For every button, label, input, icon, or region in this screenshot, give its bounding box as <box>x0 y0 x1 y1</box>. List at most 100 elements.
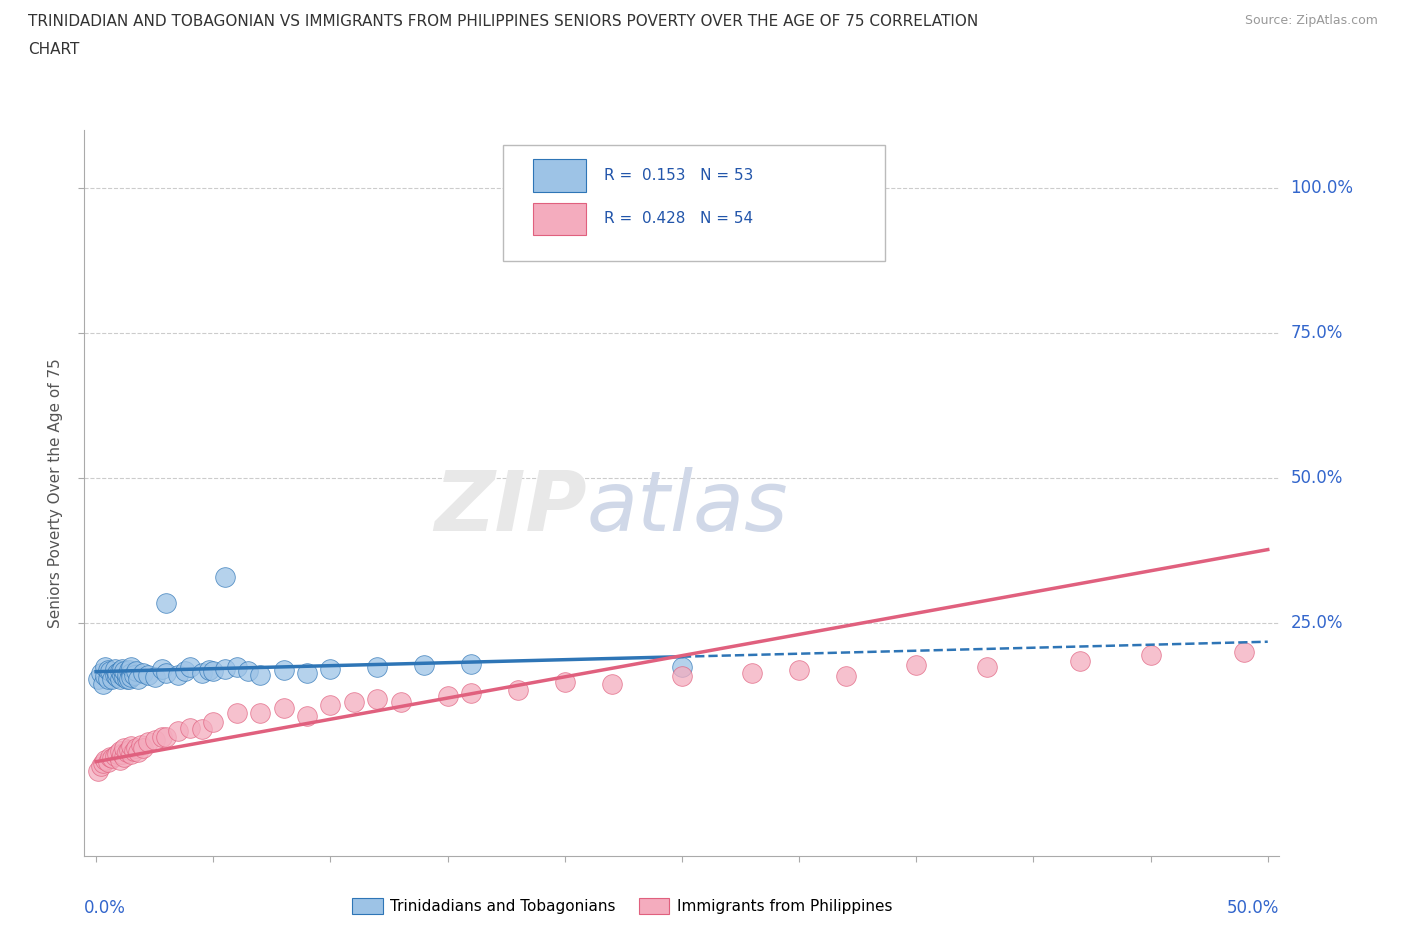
Point <box>273 662 295 677</box>
Point <box>129 737 152 752</box>
Text: R =  0.153   N = 53: R = 0.153 N = 53 <box>605 167 754 182</box>
Point <box>120 665 142 680</box>
Point <box>136 667 159 682</box>
Point <box>143 732 166 747</box>
Point <box>389 695 412 710</box>
Point <box>127 671 149 686</box>
Text: 100.0%: 100.0% <box>1291 179 1354 197</box>
Point <box>108 664 131 679</box>
Point <box>460 657 482 671</box>
Text: 50.0%: 50.0% <box>1227 899 1279 917</box>
Point <box>155 665 177 680</box>
FancyBboxPatch shape <box>533 203 586 235</box>
Point <box>214 661 236 676</box>
Point <box>143 670 166 684</box>
Point <box>118 662 141 677</box>
Point <box>94 669 117 684</box>
Point <box>91 677 114 692</box>
Point <box>97 662 120 677</box>
Point <box>111 661 134 676</box>
Point <box>238 664 260 679</box>
Point <box>671 669 693 684</box>
Text: TRINIDADIAN AND TOBAGONIAN VS IMMIGRANTS FROM PHILIPPINES SENIORS POVERTY OVER T: TRINIDADIAN AND TOBAGONIAN VS IMMIGRANTS… <box>28 14 979 29</box>
Point <box>554 674 576 689</box>
Point <box>108 752 131 767</box>
Point <box>105 747 128 762</box>
Legend: Trinidadians and Tobagonians, Immigrants from Philippines: Trinidadians and Tobagonians, Immigrants… <box>346 892 898 921</box>
Point <box>112 664 135 679</box>
Point <box>295 709 318 724</box>
Point <box>167 667 190 682</box>
Point <box>197 662 219 677</box>
Point <box>366 659 388 674</box>
Point <box>319 661 342 676</box>
Point <box>125 741 148 756</box>
Point <box>115 671 138 686</box>
Point <box>976 659 998 674</box>
Point <box>249 667 271 682</box>
Point <box>132 741 155 756</box>
Text: Source: ZipAtlas.com: Source: ZipAtlas.com <box>1244 14 1378 27</box>
Point <box>202 714 225 729</box>
Y-axis label: Seniors Poverty Over the Age of 75: Seniors Poverty Over the Age of 75 <box>48 358 63 628</box>
Point <box>104 749 127 764</box>
Point <box>94 659 117 674</box>
Point <box>118 742 141 757</box>
Point <box>105 665 128 680</box>
Text: 25.0%: 25.0% <box>1291 615 1343 632</box>
Point <box>108 671 131 686</box>
Point <box>97 671 120 686</box>
Text: CHART: CHART <box>28 42 80 57</box>
Point <box>111 667 134 682</box>
Point <box>460 685 482 700</box>
Point <box>112 750 135 764</box>
Point <box>94 752 117 767</box>
Text: 50.0%: 50.0% <box>1291 470 1343 487</box>
Point <box>214 569 236 584</box>
Point <box>87 764 110 779</box>
Text: 75.0%: 75.0% <box>1291 325 1343 342</box>
Point <box>132 665 155 680</box>
Point <box>150 661 173 676</box>
Point <box>108 744 131 759</box>
Point <box>122 667 145 682</box>
Point <box>112 741 135 756</box>
Point <box>225 706 247 721</box>
Point <box>136 735 159 750</box>
Point <box>366 692 388 707</box>
Point <box>97 754 120 769</box>
Point <box>295 665 318 680</box>
Point <box>122 744 145 759</box>
Point <box>98 664 121 679</box>
Point <box>98 750 121 764</box>
Point <box>506 683 529 698</box>
Point <box>190 722 212 737</box>
Point <box>905 658 928 672</box>
Point <box>104 661 127 676</box>
Point <box>202 664 225 679</box>
Text: atlas: atlas <box>586 467 787 548</box>
Point <box>179 659 201 674</box>
Point <box>155 729 177 744</box>
Point <box>91 755 114 770</box>
Point <box>105 670 128 684</box>
Text: ZIP: ZIP <box>433 467 586 548</box>
Point <box>104 667 127 682</box>
Point <box>120 659 142 674</box>
Text: R =  0.428   N = 54: R = 0.428 N = 54 <box>605 211 754 226</box>
Point <box>436 688 458 703</box>
Point <box>273 700 295 715</box>
Point <box>600 677 623 692</box>
Point <box>111 747 134 762</box>
Point <box>120 670 142 684</box>
Point <box>413 658 436 672</box>
Point <box>90 758 112 773</box>
Point <box>671 659 693 674</box>
Point <box>174 664 197 679</box>
Point <box>167 724 190 738</box>
Point <box>120 747 142 762</box>
Point <box>741 665 763 680</box>
Point <box>343 695 366 710</box>
Point <box>179 721 201 736</box>
Point <box>249 706 271 721</box>
